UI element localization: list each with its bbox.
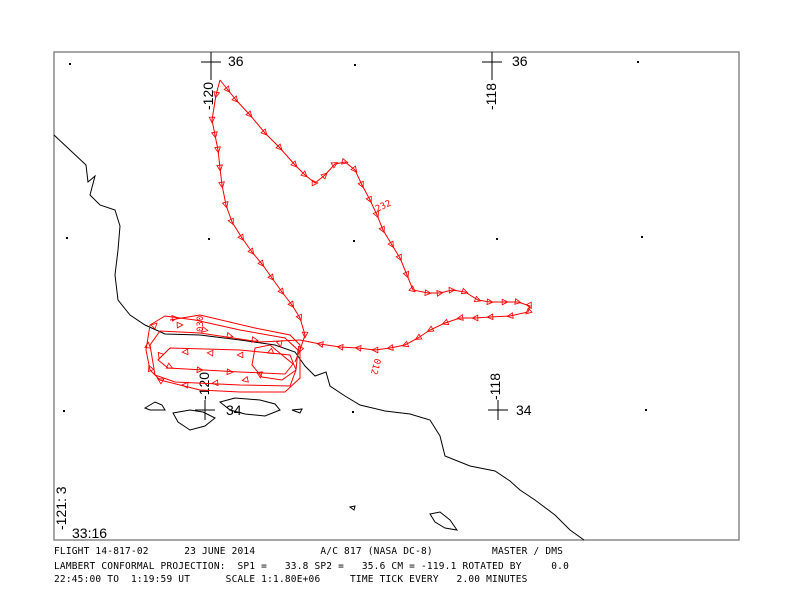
flight-track (145, 79, 530, 393)
island (218, 397, 281, 417)
lon-label-120-bottom: -120 (196, 372, 212, 400)
islands (143, 397, 459, 531)
lat-label-34-left: 34 (226, 402, 242, 418)
footer-time-scale-info: 22:45:00 TO 1:19:59 UT SCALE 1:1.80E+06 … (54, 574, 528, 585)
map-frame (53, 51, 740, 541)
corner-lon-label: -121: 3 (53, 486, 69, 530)
island (291, 408, 303, 414)
track-inbound-north (212, 79, 305, 363)
footer-flight-info: FLIGHT 14-817-02 23 JUNE 2014 A/C 817 (N… (54, 546, 564, 557)
island (172, 409, 216, 431)
lon-label-118-top: -118 (483, 83, 499, 110)
track-loops (145, 314, 301, 393)
island (348, 505, 356, 511)
lon-label-118-bottom: -118 (487, 373, 503, 400)
track-time-label-030: 030 (196, 316, 206, 332)
track-outbound (219, 79, 530, 350)
lat-label-36-right: 36 (512, 53, 528, 69)
corner-lat-label: 33:16 (72, 525, 107, 541)
track-time-label-012: 012 (368, 357, 382, 375)
grid-dots (63, 61, 647, 413)
island (143, 401, 166, 411)
lat-label-36-left: 36 (228, 53, 244, 69)
track-time-label-232: 232 (374, 199, 393, 215)
lat-label-34-right: 34 (516, 402, 532, 418)
island (429, 511, 459, 531)
coastline (53, 134, 585, 541)
footer-projection-info: LAMBERT CONFORMAL PROJECTION: SP1 = 33.8… (54, 561, 569, 572)
lon-label-120-top: -120 (200, 82, 216, 110)
grid-crosses (195, 52, 508, 420)
